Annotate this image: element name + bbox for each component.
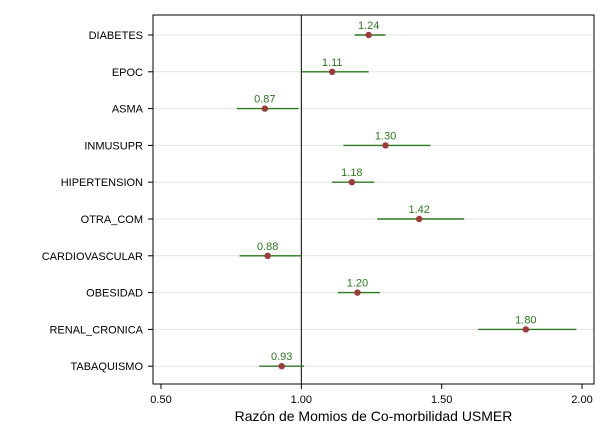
point-estimate <box>264 252 271 259</box>
point-estimate <box>348 179 356 186</box>
data-label: 1.18 <box>341 167 362 179</box>
point-estimate <box>354 289 361 296</box>
x-tick-label: 1.00 <box>291 394 312 406</box>
data-label: 0.93 <box>271 351 292 363</box>
y-tick-label: INMUSUPR <box>84 140 143 152</box>
y-tick-label: HIPERTENSION <box>61 177 143 189</box>
data-label: 0.87 <box>254 94 275 106</box>
point-estimates <box>261 31 530 370</box>
x-tick-label: 0.50 <box>150 394 171 406</box>
point-estimate <box>365 31 372 39</box>
x-tick-label: 2.00 <box>571 394 592 406</box>
data-label: 1.42 <box>409 204 430 216</box>
y-tick-labels: DIABETES EPOC ASMA INMUSUPR HIPERTENSION OTRA… <box>42 30 153 373</box>
y-tick-label: CARDIOVASCULAR <box>42 251 143 263</box>
point-estimate <box>278 363 285 370</box>
data-label: 1.20 <box>347 278 368 290</box>
data-label: 1.24 <box>358 20 379 32</box>
y-tick-label: TABAQUISMO <box>70 361 143 373</box>
data-label: 1.11 <box>322 57 343 69</box>
data-label: 1.30 <box>375 130 396 142</box>
y-tick-label: RENAL_CRONICA <box>49 324 143 336</box>
x-tick-labels: 0.50 1.00 1.50 2.00 <box>150 384 593 406</box>
x-axis-title: Razón de Momios de Co-morbilidad USMER <box>235 408 513 424</box>
y-tick-label: OBESIDAD <box>86 288 143 300</box>
data-label: 0.88 <box>257 241 278 253</box>
plot-frame <box>152 14 595 385</box>
data-labels: 1.24 1.11 0.87 1.30 1.18 1.42 0.88 1.20 1.80 0.93 <box>254 20 536 363</box>
point-estimate <box>329 68 336 76</box>
point-estimate <box>382 142 389 149</box>
point-estimate <box>261 105 269 112</box>
y-tick-label: OTRA_COM <box>81 214 143 226</box>
data-label: 1.80 <box>515 314 536 326</box>
y-tick-label: EPOC <box>112 67 143 79</box>
y-tick-label: DIABETES <box>89 30 143 42</box>
point-estimate <box>416 215 423 223</box>
y-tick-label: ASMA <box>112 104 144 116</box>
point-estimate <box>522 326 530 333</box>
x-tick-label: 1.50 <box>431 394 452 406</box>
